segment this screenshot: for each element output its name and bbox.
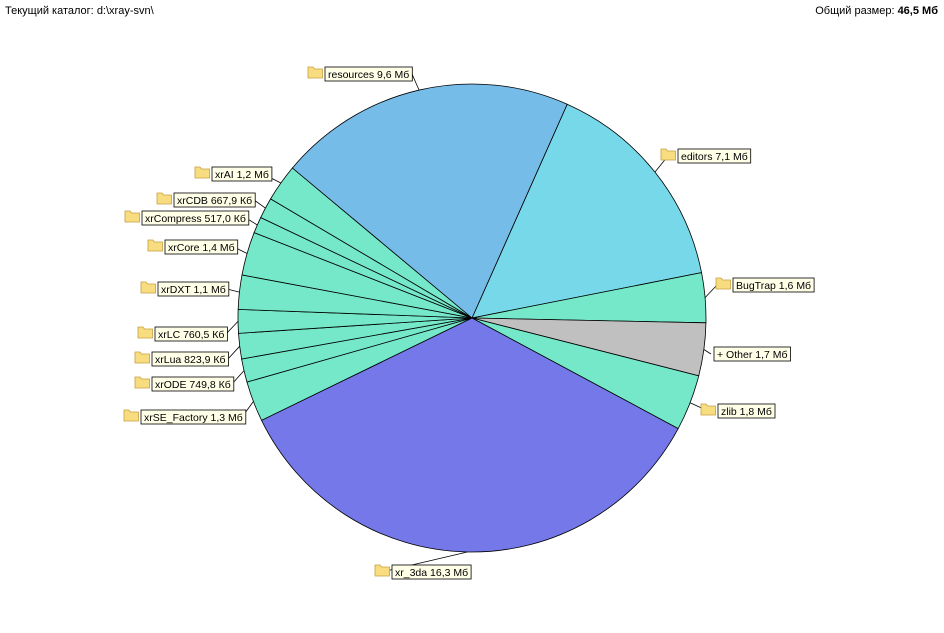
folder-icon (140, 281, 156, 294)
slice-label[interactable]: editors 7,1 Мб (660, 148, 752, 164)
slice-label[interactable]: + Other 1,7 Мб (713, 346, 791, 362)
slice-label[interactable]: xr_3da 16,3 Мб (374, 564, 472, 580)
slice-label[interactable]: xrCore 1,4 Мб (147, 239, 239, 255)
folder-icon (123, 409, 139, 422)
slice-label-text: xrLua 823,9 Кб (155, 354, 226, 366)
slice-label[interactable]: xrDXT 1,1 Мб (140, 281, 230, 297)
slice-label-text: editors 7,1 Мб (681, 151, 748, 163)
slice-label-text: xrDXT 1,1 Мб (161, 284, 226, 296)
slice-label[interactable]: xrCDB 667,9 Кб (156, 192, 256, 208)
leader-line (225, 321, 239, 335)
folder-icon (134, 351, 150, 364)
total-size-label: Общий размер: (815, 5, 895, 17)
label-box (154, 326, 228, 342)
slice-label-text: xrCDB 667,9 Кб (177, 195, 252, 207)
folder-icon (137, 326, 153, 339)
slice-label-text: xrLC 760,5 Кб (158, 329, 224, 341)
slice-label-text: xr_3da 16,3 Мб (395, 567, 468, 579)
slice-label[interactable]: BugTrap 1,6 Мб (715, 277, 815, 293)
current-directory-label: Текущий каталог: (5, 5, 94, 17)
slice-label-text: + Other 1,7 Мб (717, 349, 788, 361)
folder-icon (147, 239, 163, 252)
leader-line (411, 73, 420, 91)
slice-label-text: xrSE_Factory 1,3 Мб (144, 412, 243, 424)
pie-slices (237, 83, 707, 553)
current-directory: Текущий каталог: d:\xray-svn\ (5, 5, 154, 17)
folder-icon (307, 66, 323, 79)
slice-label-text: resources 9,6 Мб (328, 69, 409, 81)
label-box (140, 409, 247, 425)
folder-icon (715, 277, 731, 290)
slice-label[interactable]: zlib 1,8 Мб (700, 403, 776, 419)
slice-label[interactable]: resources 9,6 Мб (307, 66, 413, 82)
slice-label-text: xrCompress 517,0 Кб (145, 213, 246, 225)
label-box (391, 564, 472, 580)
slice-label[interactable]: xrCompress 517,0 Кб (124, 210, 250, 226)
current-directory-value: d:\xray-svn\ (96, 5, 154, 17)
slice-label-text: zlib 1,8 Мб (721, 406, 772, 418)
label-box (173, 192, 256, 208)
slice-label-text: xrODE 749,8 Кб (155, 379, 231, 391)
folder-icon (194, 166, 210, 179)
folder-icon (700, 403, 716, 416)
label-box (324, 66, 413, 82)
label-box (164, 239, 239, 255)
leader-line (253, 199, 266, 209)
label-box (151, 351, 229, 367)
folder-icon (156, 192, 172, 205)
slice-label-text: xrAI 1,2 Мб (215, 169, 269, 181)
slice-label[interactable]: xrAI 1,2 Мб (194, 166, 273, 182)
leader-line (704, 284, 718, 298)
slice-label[interactable]: xrSE_Factory 1,3 Мб (123, 409, 247, 425)
label-box (732, 277, 815, 293)
slice-label[interactable]: xrLC 760,5 Кб (137, 326, 228, 342)
folder-icon (124, 210, 140, 223)
label-box (157, 281, 230, 297)
label-box (717, 403, 776, 419)
label-box (141, 210, 250, 226)
leader-line (703, 349, 712, 355)
slice-label[interactable]: xrLua 823,9 Кб (134, 351, 229, 367)
label-box (151, 376, 235, 392)
leader-line (227, 345, 240, 360)
label-box (677, 148, 752, 164)
slice-labels: editors 7,1 Мб BugTrap 1,6 Мб + Other 1,7 … (123, 66, 815, 580)
slice-label-text: BugTrap 1,6 Мб (736, 280, 811, 292)
total-size: Общий размер: 46,5 Мб (815, 5, 938, 17)
label-box (713, 346, 791, 362)
total-size-value: 46,5 Мб (897, 5, 938, 17)
folder-icon (660, 148, 676, 161)
pie-slice[interactable] (261, 317, 679, 553)
slice-label-text: xrCore 1,4 Мб (168, 242, 235, 254)
folder-icon (134, 376, 150, 389)
label-box (211, 166, 273, 182)
folder-icon (374, 564, 390, 577)
slice-label[interactable]: xrODE 749,8 Кб (134, 376, 235, 392)
